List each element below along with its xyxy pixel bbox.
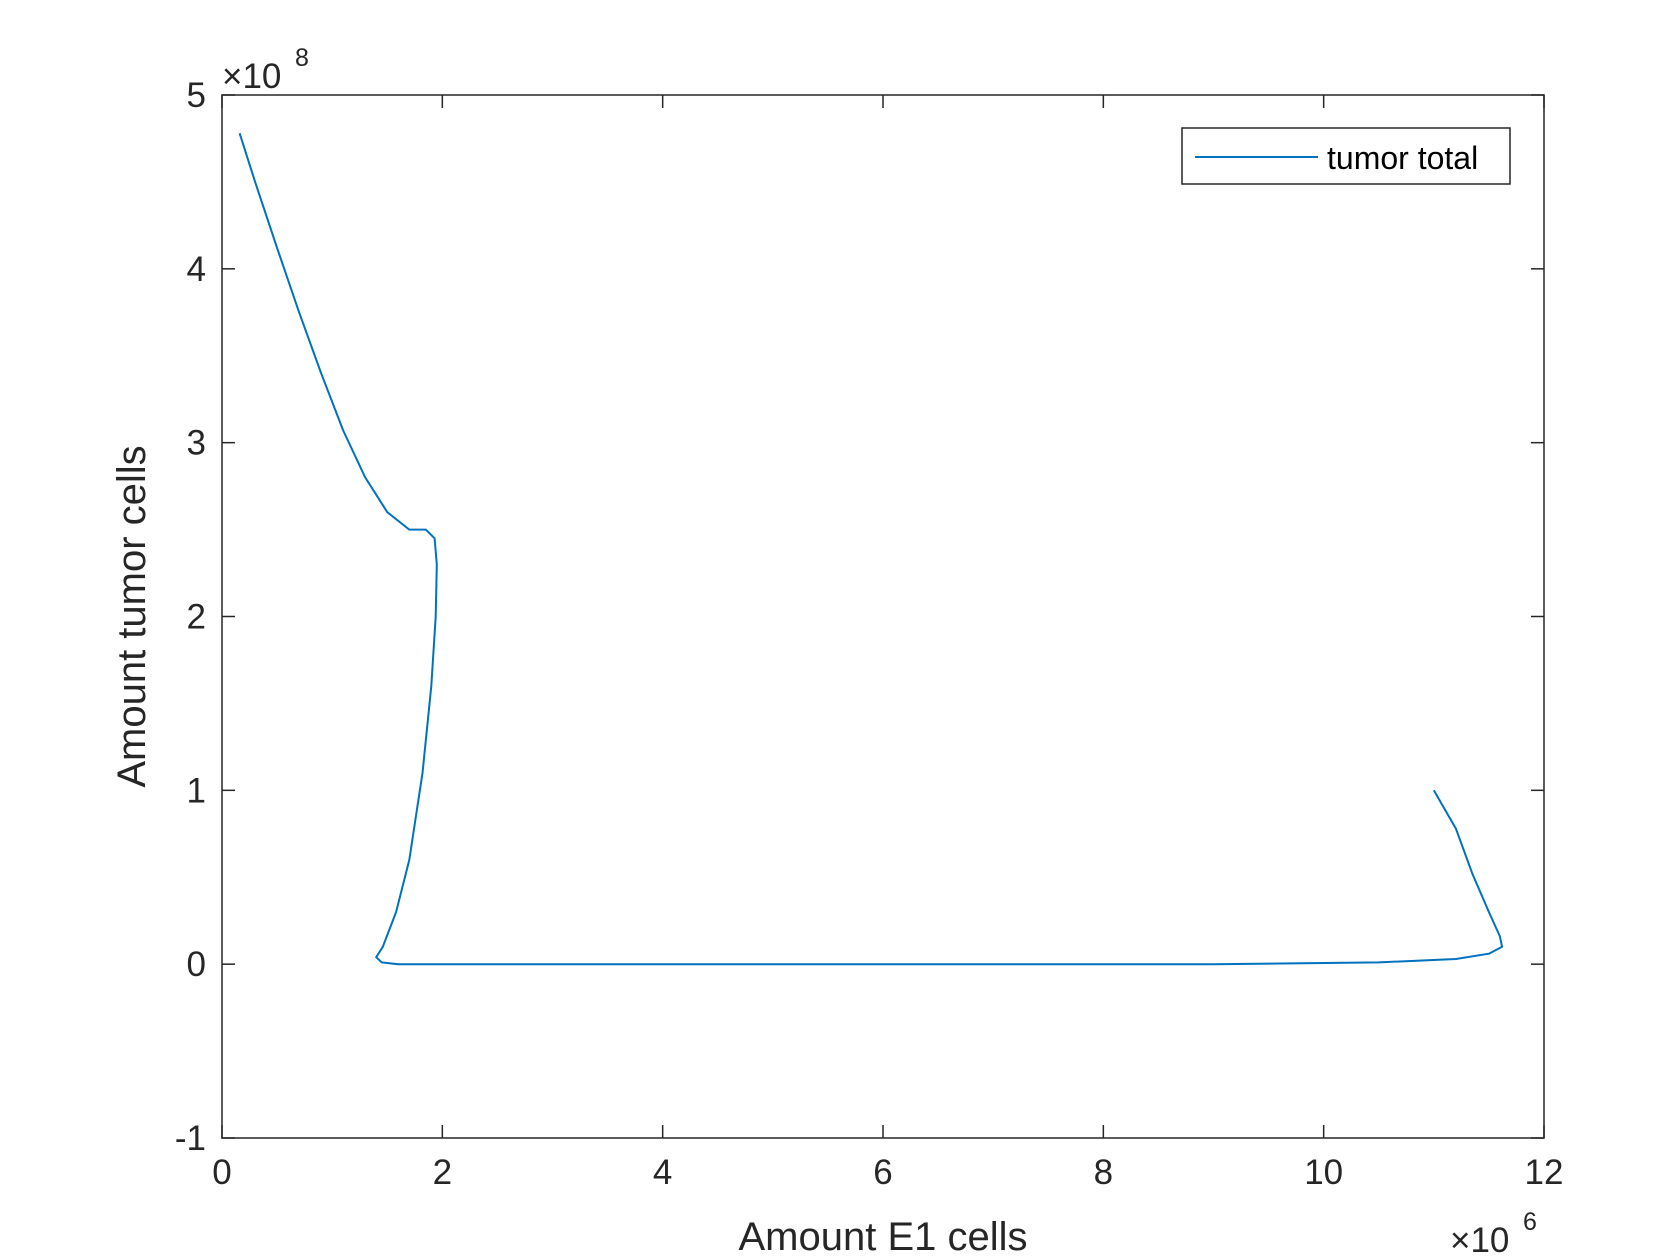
x-tick-label: 8: [1094, 1153, 1113, 1192]
legend: tumor total: [1181, 127, 1511, 185]
y-multiplier-base: ×10: [222, 57, 281, 96]
y-tick-label: 1: [187, 771, 206, 810]
y-axis-title: Amount tumor cells: [110, 445, 154, 787]
x-tick-label: 4: [653, 1153, 672, 1192]
y-tick-label: 3: [187, 424, 206, 463]
series-line-tumor-total: [238, 132, 1504, 966]
y-tick-label: 5: [187, 76, 206, 115]
y-multiplier-exponent: 8: [295, 44, 309, 72]
y-tick-label: 2: [187, 598, 206, 637]
x-axis-title: Amount E1 cells: [738, 1215, 1027, 1259]
y-tick-label: 0: [187, 945, 206, 984]
x-tick-label: 6: [873, 1153, 892, 1192]
axes-box: [221, 94, 1545, 1139]
x-tick-label: 12: [1525, 1153, 1564, 1192]
x-tick-label: 0: [212, 1153, 231, 1192]
series-layer: [238, 132, 1504, 966]
legend-label: tumor total: [1327, 140, 1478, 176]
y-tick-label: -1: [175, 1119, 206, 1158]
y-axis-multiplier: ×10 8: [222, 44, 309, 96]
x-multiplier-base: ×10: [1450, 1221, 1509, 1260]
x-multiplier-exponent: 6: [1523, 1208, 1537, 1236]
x-axis-multiplier: ×10 6: [1450, 1208, 1537, 1260]
x-tick-label: 2: [433, 1153, 452, 1192]
x-tick-label: 10: [1304, 1153, 1343, 1192]
y-tick-label: 4: [187, 250, 206, 289]
